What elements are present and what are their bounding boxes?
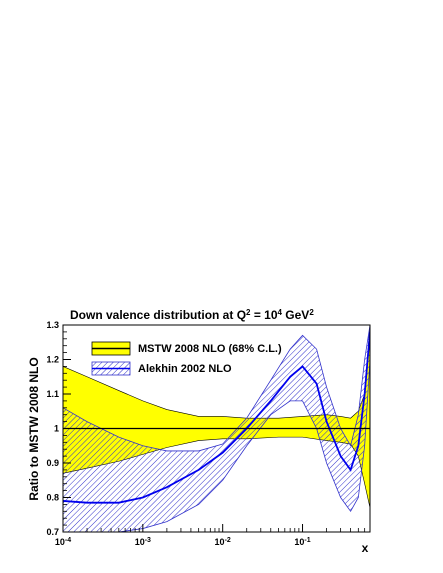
plot-area bbox=[63, 325, 370, 532]
y-tick-label: 1.1 bbox=[46, 389, 59, 399]
legend-label-alekhin: Alekhin 2002 NLO bbox=[138, 363, 232, 375]
alekhin-band bbox=[63, 325, 370, 532]
x-tick-label: 10-3 bbox=[135, 537, 151, 548]
axis-ticks: 0.7 0.8 0.9 1 1.1 1.2 1.3 10-4 10-3 10-2 10-1 bbox=[46, 320, 366, 548]
y-axis-title: Ratio to MSTW 2008 NLO bbox=[27, 357, 41, 500]
alekhin-central-line bbox=[63, 331, 370, 504]
y-tick-label: 1.2 bbox=[46, 355, 59, 365]
y-tick-label: 1 bbox=[54, 424, 59, 434]
x-tick-label: 10-1 bbox=[294, 537, 310, 548]
y-tick-label: 0.8 bbox=[46, 493, 59, 503]
x-tick-label: 10-4 bbox=[55, 537, 71, 548]
x-axis-title: x bbox=[362, 541, 369, 555]
y-tick-label: 0.9 bbox=[46, 458, 59, 468]
legend-label-mstw: MSTW 2008 NLO (68% C.L.) bbox=[138, 343, 282, 355]
y-tick-label: 0.7 bbox=[46, 527, 59, 537]
mstw-band bbox=[63, 325, 370, 508]
y-tick-label: 1.3 bbox=[46, 320, 59, 330]
x-tick-label: 10-2 bbox=[215, 537, 231, 548]
chart-title: Down valence distribution at Q2 = 104 Ge… bbox=[70, 308, 314, 323]
legend: MSTW 2008 NLO (68% C.L.) Alekhin 2002 NL… bbox=[91, 341, 282, 376]
